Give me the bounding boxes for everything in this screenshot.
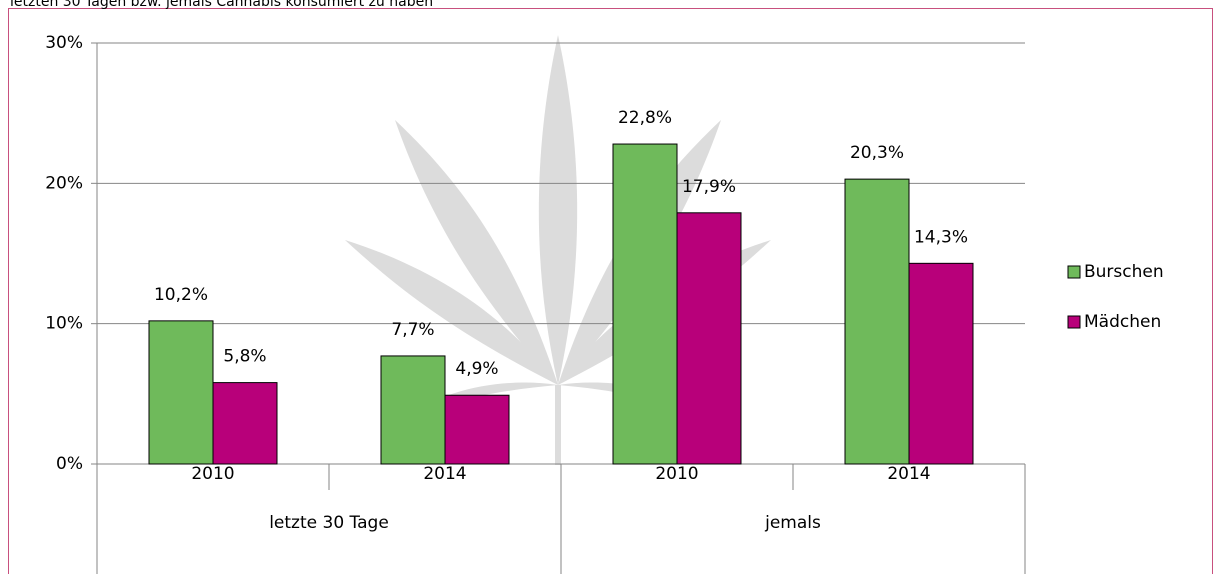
bar [908,262,974,465]
bar [212,382,278,465]
data-label: 10,2% [154,285,208,305]
x-tick-label: 2014 [423,464,466,484]
x-tick-label: 2014 [887,464,930,484]
bar [148,320,214,465]
y-tick-label: 0% [56,454,83,474]
data-label: 4,9% [455,359,498,379]
x-tick-label: 2010 [655,464,698,484]
legend-swatch [1067,265,1081,279]
y-tick-label: 10% [45,314,83,334]
chart-border [8,8,1213,574]
data-label: 14,3% [914,227,968,247]
group-label: letzte 30 Tage [269,513,389,533]
data-label: 22,8% [618,108,672,128]
bar [844,178,910,465]
bar [612,143,678,465]
chart-title: letzten 30 Tagen bzw. jemals Cannabis ko… [10,0,433,10]
data-label: 7,7% [391,320,434,340]
data-label: 17,9% [682,177,736,197]
x-tick-label: 2010 [191,464,234,484]
y-tick-label: 20% [45,173,83,193]
legend-label: Mädchen [1084,312,1161,332]
data-label: 5,8% [223,347,266,367]
group-label: jemals [764,513,821,533]
legend-label: Burschen [1084,262,1164,282]
legend-swatch [1067,315,1081,329]
data-label: 20,3% [850,143,904,163]
bar [444,394,510,465]
y-tick-label: 30% [45,33,83,53]
bar [676,212,742,465]
bar [380,355,446,465]
